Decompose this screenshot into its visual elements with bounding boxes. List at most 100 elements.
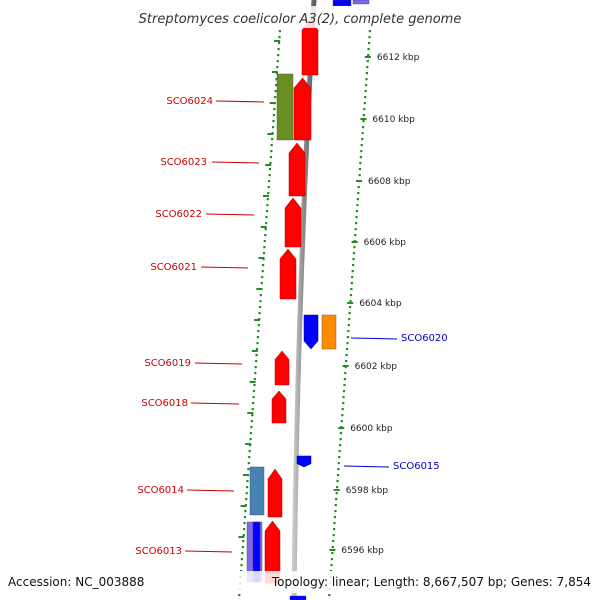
ring-dash xyxy=(263,195,269,197)
gene-label-leader xyxy=(194,362,243,365)
ring-dot xyxy=(247,468,250,471)
olive-feature-block[interactable] xyxy=(276,73,294,141)
ring-dot xyxy=(254,372,257,375)
reverse-gene-arrow[interactable] xyxy=(296,455,312,468)
forward-gene-arrow[interactable] xyxy=(271,390,287,424)
ring-dot xyxy=(347,330,350,333)
accession-text: Accession: NC_003888 xyxy=(8,575,144,589)
scale-tick-label: 6612 kbp xyxy=(377,53,420,63)
steel-feature-block[interactable] xyxy=(249,466,265,516)
gene-label-sco6019[interactable]: SCO6019 xyxy=(144,358,191,369)
gene-label-sco6022[interactable]: SCO6022 xyxy=(155,209,202,220)
reverse-gene-arrow[interactable] xyxy=(303,314,319,350)
ring-dot xyxy=(368,42,371,45)
ring-dot xyxy=(276,66,279,69)
ring-dot xyxy=(252,402,255,405)
ring-dot xyxy=(353,246,356,249)
slate-feature-edge[interactable] xyxy=(352,0,370,5)
ring-dot xyxy=(357,186,360,189)
ring-dot xyxy=(366,60,369,63)
ring-dot xyxy=(358,168,362,171)
ring-dot xyxy=(334,504,337,507)
ring-dot xyxy=(349,294,352,297)
reverse-gene-edge[interactable] xyxy=(332,0,352,7)
ring-dot xyxy=(262,258,265,261)
gene-labels[interactable]: SCO6024 SCO6023 SCO6022 SCO6021 SCO6020 SCO60… xyxy=(135,96,447,557)
gene-label-sco6020[interactable]: SCO6020 xyxy=(401,333,448,344)
gene-label-leader xyxy=(211,161,260,164)
ring-dot xyxy=(268,180,271,183)
gene-label-leader xyxy=(200,266,249,269)
ring-dot xyxy=(347,324,350,327)
gene-label-sco6018[interactable]: SCO6018 xyxy=(141,398,188,409)
ring-dot xyxy=(247,462,250,465)
ring-dot xyxy=(278,42,281,45)
scale-tick-label: 6606 kbp xyxy=(364,238,407,248)
ring-dash xyxy=(274,40,281,42)
ring-dash xyxy=(247,412,254,414)
ring-dot xyxy=(275,84,278,87)
ring-dash xyxy=(245,443,252,445)
forward-gene-arrow[interactable] xyxy=(293,77,312,141)
ring-dot xyxy=(336,480,339,483)
title-backdrop xyxy=(120,6,480,28)
scale-tick-label: 6596 kbp xyxy=(341,546,384,556)
reverse-gene-edge[interactable] xyxy=(289,595,307,600)
ring-dot xyxy=(278,30,281,33)
gene-label-sco6015[interactable]: SCO6015 xyxy=(393,461,440,472)
ring-dot xyxy=(256,342,259,345)
scale-tick-label: 6600 kbp xyxy=(350,424,393,434)
ring-dot xyxy=(351,270,354,273)
ring-dot xyxy=(332,540,335,543)
forward-gene-arrow[interactable] xyxy=(288,142,306,197)
ring-dot xyxy=(243,528,246,531)
ring-dot xyxy=(261,276,264,279)
forward-gene-arrow[interactable] xyxy=(274,350,290,386)
ring-dot xyxy=(364,90,367,93)
ring-dot xyxy=(263,240,266,243)
ring-dot xyxy=(333,522,336,525)
ring-dot xyxy=(362,114,365,117)
gene-label-sco6024[interactable]: SCO6024 xyxy=(166,96,213,107)
ring-dash xyxy=(242,474,249,476)
forward-gene-arrow[interactable] xyxy=(284,197,302,248)
ring-dot xyxy=(367,48,370,51)
gene-label-sco6013[interactable]: SCO6013 xyxy=(135,546,182,557)
ring-dot xyxy=(260,282,263,285)
ring-dot xyxy=(259,294,262,297)
ring-dot xyxy=(242,534,245,537)
ring-dot xyxy=(275,78,278,81)
ring-dot xyxy=(255,348,259,351)
ring-dot xyxy=(364,96,367,99)
ring-dot xyxy=(272,120,275,123)
ring-dot xyxy=(368,36,371,39)
ring-dot xyxy=(338,450,341,453)
ring-dot xyxy=(343,378,346,381)
forward-gene-arrow[interactable] xyxy=(267,468,283,518)
ring-dot xyxy=(267,186,270,189)
gene-features[interactable] xyxy=(246,0,370,600)
gene-label-sco6021[interactable]: SCO6021 xyxy=(150,262,197,273)
ring-dot xyxy=(350,282,353,285)
forward-gene-arrow[interactable] xyxy=(279,248,297,300)
ring-dot xyxy=(243,516,246,519)
ring-dot xyxy=(341,408,344,411)
ring-dot xyxy=(267,192,270,195)
ring-dot xyxy=(240,558,243,561)
orange-feature-block[interactable] xyxy=(321,314,337,350)
ring-dot xyxy=(328,594,331,597)
ring-dot xyxy=(270,144,273,147)
gene-label-sco6014[interactable]: SCO6014 xyxy=(137,485,184,496)
ring-dot xyxy=(262,252,266,255)
ring-dot xyxy=(361,138,364,141)
ring-dot xyxy=(331,552,334,555)
ring-dash xyxy=(258,257,265,259)
ring-dot xyxy=(253,378,256,381)
ring-dot xyxy=(336,474,340,477)
ring-dot xyxy=(265,216,268,219)
forward-gene-arrow[interactable] xyxy=(301,19,319,76)
ring-dot xyxy=(249,432,253,435)
gene-label-sco6023[interactable]: SCO6023 xyxy=(160,157,207,168)
ring-dot xyxy=(251,408,254,411)
